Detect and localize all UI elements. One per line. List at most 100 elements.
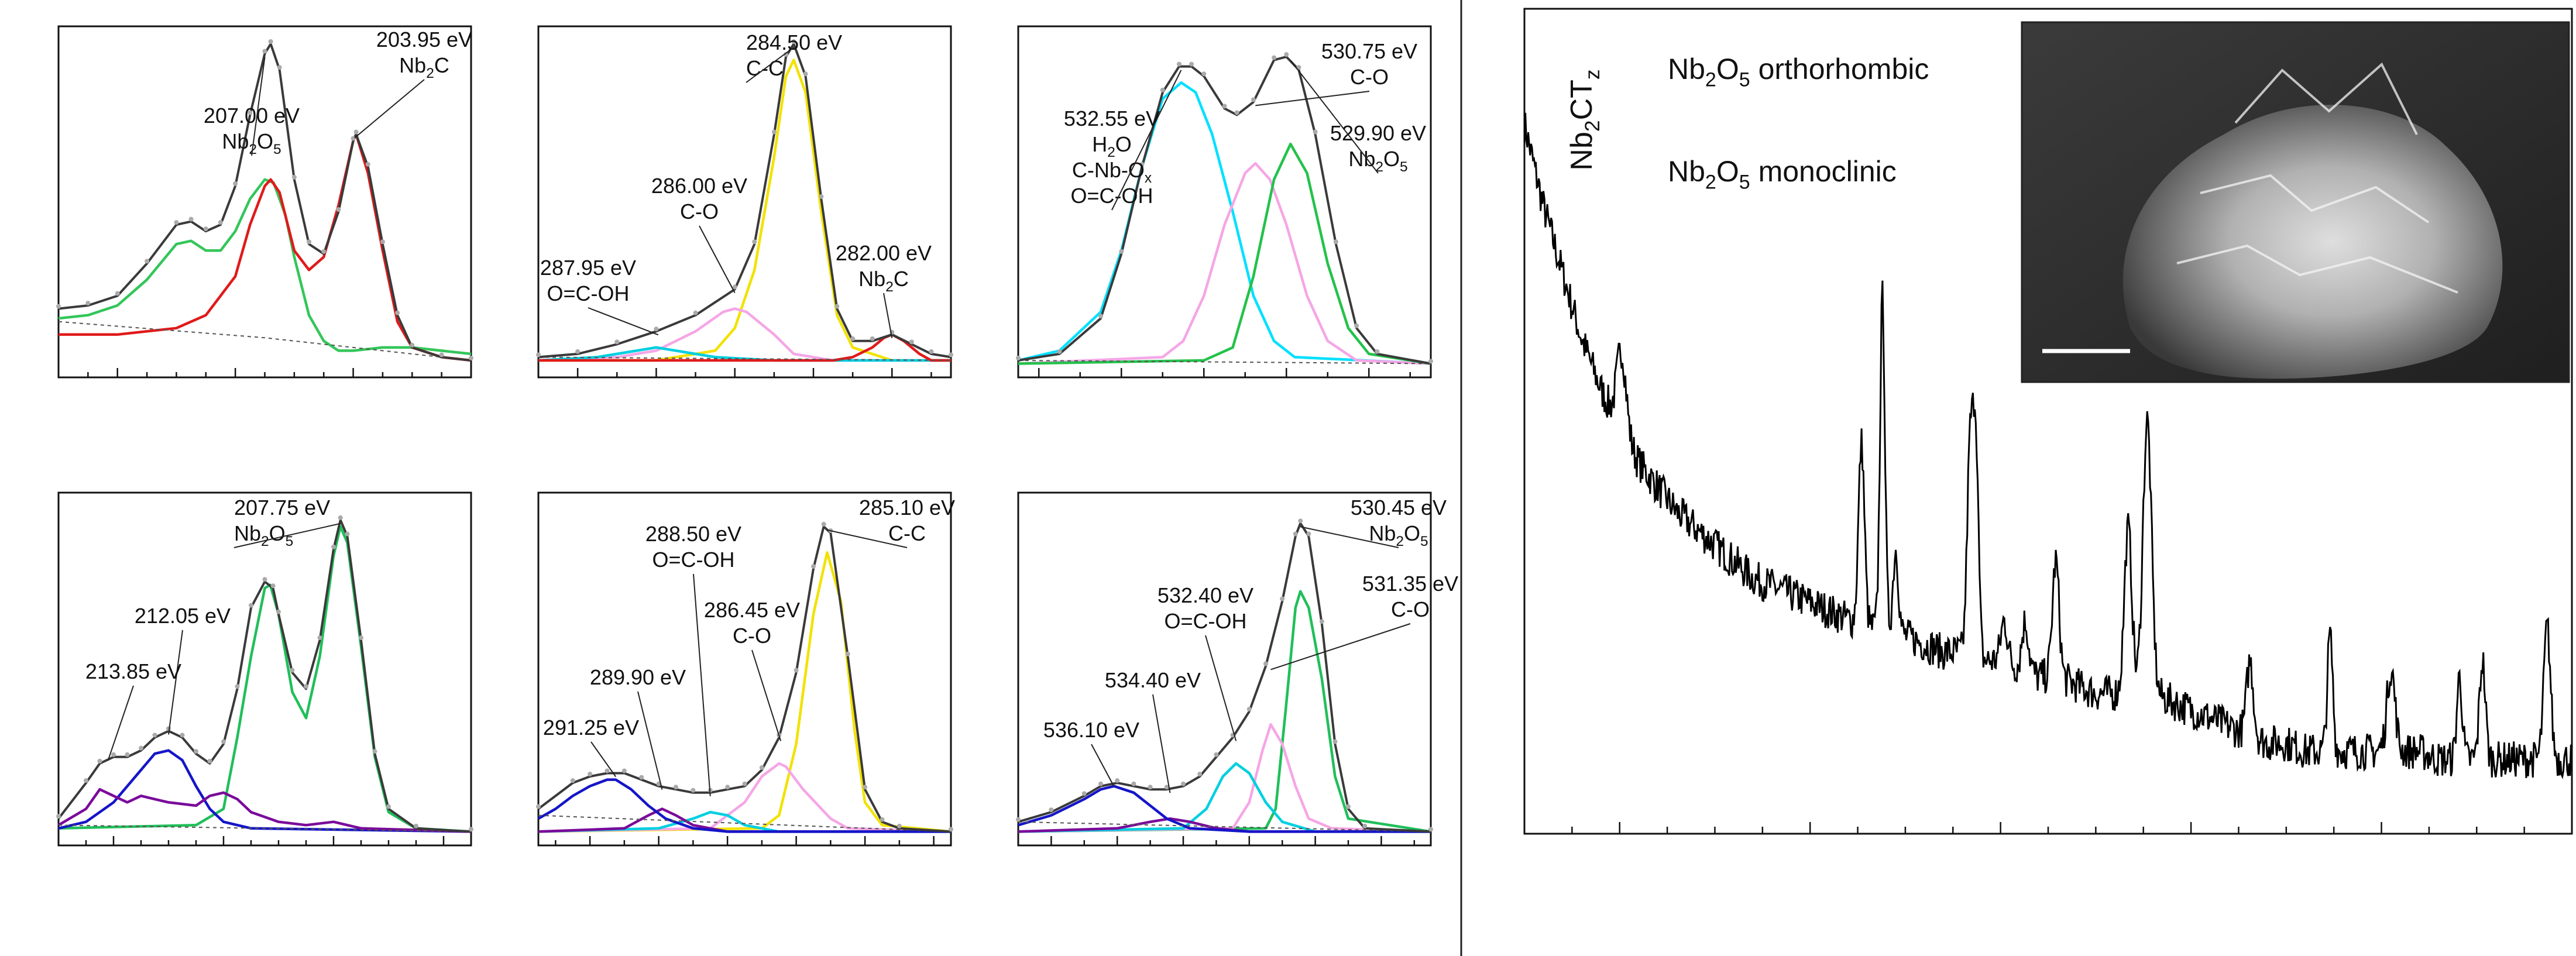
data-point <box>410 342 415 348</box>
plot-frame <box>537 25 952 379</box>
data-point <box>439 352 444 357</box>
data-point <box>277 65 282 70</box>
data-point <box>1251 97 1256 102</box>
leader-line <box>354 79 425 139</box>
series-c-c <box>538 551 952 833</box>
data-point <box>365 161 370 167</box>
data-point <box>386 804 391 809</box>
annotation-line: 291.25 eV <box>543 716 639 740</box>
sem-flake-edges <box>2176 62 2458 294</box>
peak-annotation: 534.40 eV <box>1105 668 1201 793</box>
data-point <box>1246 707 1252 712</box>
data-point <box>97 758 102 764</box>
series-envelope <box>537 525 952 833</box>
annotation-line: 530.75 eV <box>1321 39 1417 63</box>
annotation-line: 532.55 eV <box>1064 106 1160 130</box>
data-point <box>145 259 150 264</box>
data-point <box>1293 531 1298 537</box>
data-point <box>1139 161 1145 167</box>
peak-annotation: 287.95 eVO=C-OH <box>540 256 659 336</box>
data-point <box>1313 129 1318 135</box>
data-point <box>1148 785 1153 790</box>
data-point <box>588 772 593 777</box>
data-point <box>880 817 885 822</box>
annotation-line: 529.90 eV <box>1330 121 1426 145</box>
legend-label: Nb2O5 orthorhombic <box>1668 53 1929 91</box>
data-point <box>870 336 875 341</box>
data-point <box>207 758 212 764</box>
annotation-line: 213.85 eV <box>85 659 181 683</box>
data-point <box>1222 104 1227 109</box>
annotation-line: C-Nb-Ox <box>1072 158 1152 186</box>
data-point <box>317 635 322 641</box>
annotation-line: 531.35 eV <box>1362 572 1458 596</box>
phase-label-text: Nb2CTz <box>1565 69 1604 170</box>
data-point <box>248 110 253 115</box>
leader-line <box>1270 623 1411 670</box>
data-point <box>336 207 341 212</box>
peak-annotation: 288.50 eVO=C-OH <box>645 522 741 796</box>
plot-frame <box>1017 25 1432 379</box>
leader-line <box>233 522 341 548</box>
data-point <box>194 749 198 754</box>
data-point <box>1332 739 1338 744</box>
data-point <box>321 249 327 254</box>
leader-line <box>1255 91 1370 106</box>
series-nb2o5 <box>58 178 472 356</box>
data-point <box>262 49 267 54</box>
annotation-line: 286.00 eV <box>651 174 747 198</box>
legend-label: Nb2O5 monoclinic <box>1668 155 1897 194</box>
series-envelope <box>1018 56 1431 365</box>
data-point <box>1346 804 1351 809</box>
plot-frame <box>57 491 472 847</box>
annotation-line: Nb2O5 <box>1369 521 1428 549</box>
data-point <box>1234 110 1239 115</box>
data-point <box>414 823 418 828</box>
annotation-line: O=C-OH <box>1070 184 1153 208</box>
data-point <box>1189 61 1194 67</box>
series-envelope <box>538 43 952 359</box>
data-point <box>262 577 267 582</box>
annotation-line: 534.40 eV <box>1105 668 1201 692</box>
data-point <box>221 739 226 744</box>
series-background <box>538 814 952 833</box>
data-point <box>949 352 953 357</box>
data-point <box>1284 52 1289 57</box>
data-point <box>850 336 856 341</box>
series-h2o-c-nb-ox-o-c-oh <box>1018 81 1431 365</box>
data-point <box>203 226 208 232</box>
series-nb2c <box>59 133 472 362</box>
data-point <box>345 531 350 537</box>
data-point <box>338 515 343 520</box>
leader-line <box>751 649 782 741</box>
peak-annotation: 291.25 eV <box>543 716 639 778</box>
leader-line <box>588 307 659 336</box>
data-point <box>85 301 91 306</box>
data-point <box>270 583 276 589</box>
annotation-line: 286.45 eV <box>704 598 800 622</box>
series-213-85-ev <box>57 788 472 833</box>
annotation-line: C-C <box>888 521 926 545</box>
peak-annotation: 530.75 eVC-O <box>1255 39 1417 106</box>
data-point <box>863 785 868 790</box>
data-point <box>929 349 934 354</box>
annotation-line: Nb2O5 <box>1348 147 1407 175</box>
series-536-10-ev <box>1018 785 1431 833</box>
annotation-line: Nb2C <box>858 267 909 295</box>
data-point <box>794 668 799 673</box>
data-point <box>654 326 659 332</box>
sem-inset <box>2021 21 2570 383</box>
series-291-25-ev <box>537 778 951 833</box>
peak-annotation: 536.10 eV <box>1043 718 1139 787</box>
annotation-line: C-O <box>1350 65 1389 89</box>
leader-line <box>827 529 908 548</box>
series-background <box>538 356 952 361</box>
data-point <box>359 635 363 641</box>
peak-annotation: 531.35 eVC-O <box>1270 572 1458 670</box>
data-point <box>897 823 902 828</box>
data-point <box>353 129 359 135</box>
data-point <box>180 733 185 738</box>
peak-annotation: 212.05 eV <box>135 604 231 735</box>
